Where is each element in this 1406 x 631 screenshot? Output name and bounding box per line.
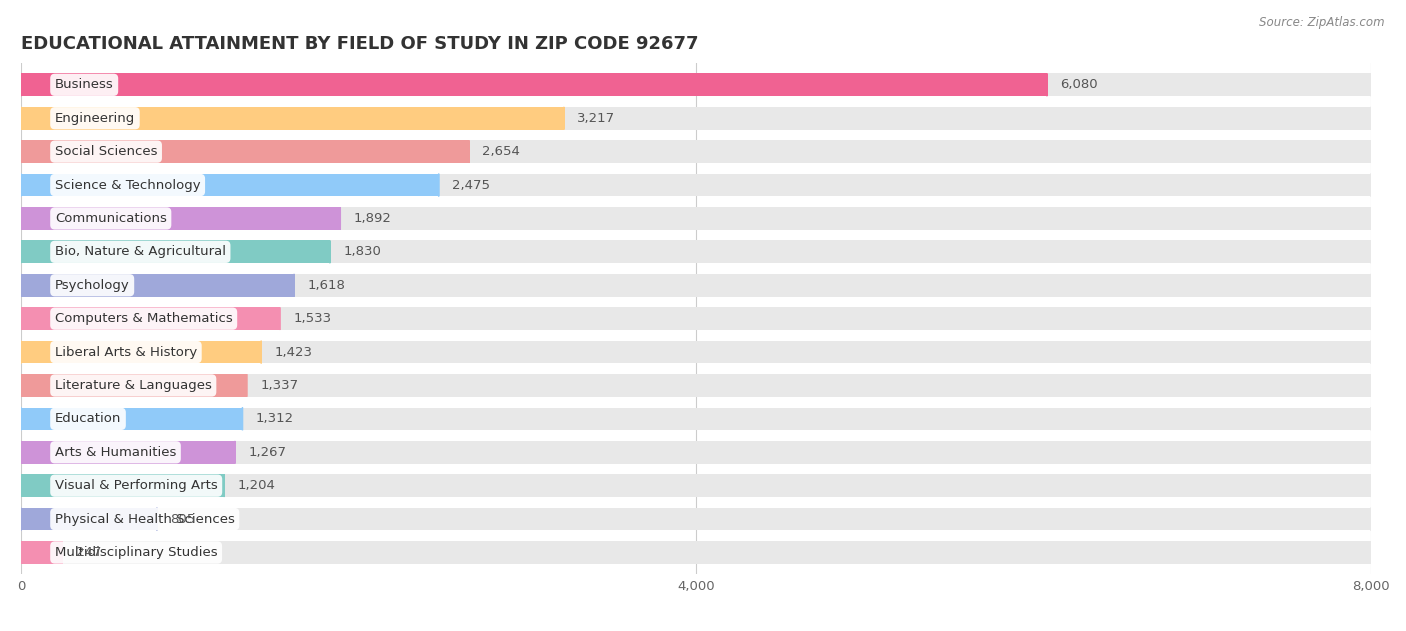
Text: Arts & Humanities: Arts & Humanities <box>55 445 176 459</box>
Bar <box>21 541 1371 564</box>
Bar <box>21 374 1371 397</box>
Text: Visual & Performing Arts: Visual & Performing Arts <box>55 479 218 492</box>
Bar <box>21 341 1371 363</box>
Text: 1,267: 1,267 <box>249 445 287 459</box>
Text: Multidisciplinary Studies: Multidisciplinary Studies <box>55 546 218 559</box>
Text: 1,312: 1,312 <box>256 413 294 425</box>
Text: 1,533: 1,533 <box>294 312 332 325</box>
Text: 2,654: 2,654 <box>482 145 520 158</box>
Bar <box>21 73 1047 96</box>
Bar <box>21 408 242 430</box>
Bar <box>21 107 564 129</box>
Bar <box>21 207 1371 230</box>
Text: 6,080: 6,080 <box>1060 78 1098 91</box>
Text: Physical & Health Sciences: Physical & Health Sciences <box>55 512 235 526</box>
Bar <box>21 240 1371 263</box>
Bar <box>21 341 262 363</box>
Text: Computers & Mathematics: Computers & Mathematics <box>55 312 232 325</box>
Text: Liberal Arts & History: Liberal Arts & History <box>55 346 197 358</box>
Text: 1,830: 1,830 <box>343 245 381 258</box>
Text: Business: Business <box>55 78 114 91</box>
Bar <box>21 140 468 163</box>
Text: Education: Education <box>55 413 121 425</box>
Text: 1,204: 1,204 <box>238 479 276 492</box>
Text: EDUCATIONAL ATTAINMENT BY FIELD OF STUDY IN ZIP CODE 92677: EDUCATIONAL ATTAINMENT BY FIELD OF STUDY… <box>21 35 699 53</box>
Text: 3,217: 3,217 <box>578 112 616 125</box>
Text: 805: 805 <box>170 512 195 526</box>
Bar <box>21 475 1371 497</box>
Bar <box>21 508 157 531</box>
Text: 1,337: 1,337 <box>260 379 298 392</box>
Bar <box>21 374 246 397</box>
Bar <box>21 441 1371 464</box>
Text: Psychology: Psychology <box>55 279 129 292</box>
Text: Engineering: Engineering <box>55 112 135 125</box>
Bar <box>21 274 294 297</box>
Text: 2,475: 2,475 <box>453 179 491 192</box>
Text: Literature & Languages: Literature & Languages <box>55 379 212 392</box>
Bar <box>21 508 1371 531</box>
Bar <box>21 441 235 464</box>
Bar <box>21 174 439 196</box>
Bar <box>21 408 1371 430</box>
Text: Social Sciences: Social Sciences <box>55 145 157 158</box>
Bar <box>21 475 224 497</box>
Bar <box>21 140 1371 163</box>
Bar <box>21 541 63 564</box>
Bar <box>21 307 1371 330</box>
Bar <box>21 207 340 230</box>
Bar <box>21 274 1371 297</box>
Bar <box>21 240 330 263</box>
Bar <box>21 174 1371 196</box>
Bar <box>21 107 1371 129</box>
Text: Bio, Nature & Agricultural: Bio, Nature & Agricultural <box>55 245 226 258</box>
Text: 247: 247 <box>76 546 101 559</box>
Text: 1,423: 1,423 <box>274 346 312 358</box>
Bar <box>21 307 280 330</box>
Text: 1,618: 1,618 <box>308 279 346 292</box>
Text: Source: ZipAtlas.com: Source: ZipAtlas.com <box>1260 16 1385 29</box>
Text: Communications: Communications <box>55 212 167 225</box>
Text: Science & Technology: Science & Technology <box>55 179 201 192</box>
Bar <box>21 73 1371 96</box>
Text: 1,892: 1,892 <box>354 212 392 225</box>
